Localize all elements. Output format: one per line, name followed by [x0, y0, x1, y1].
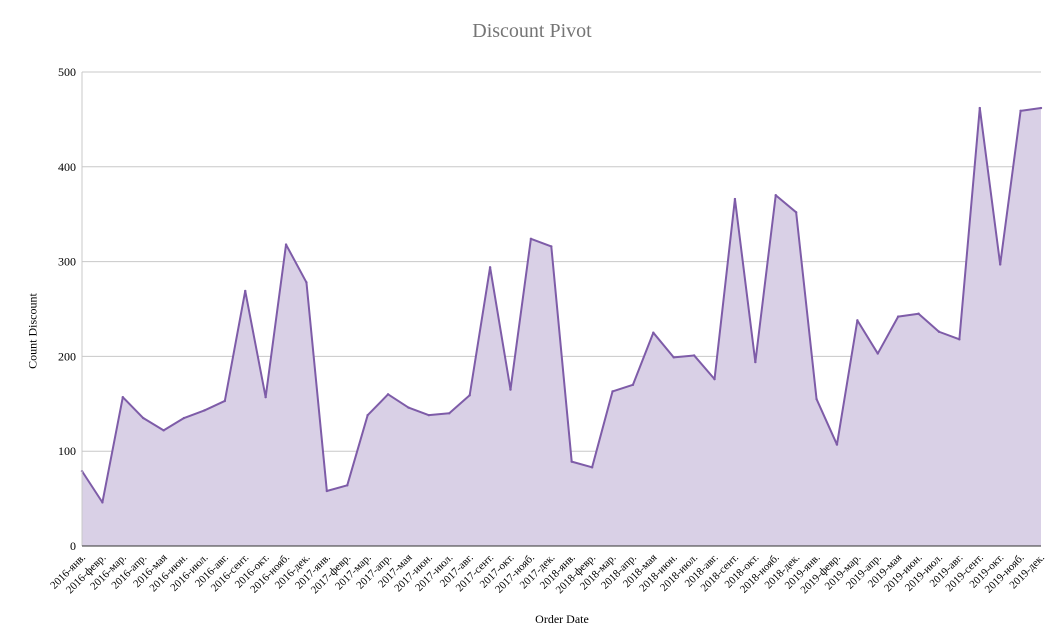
data-point	[733, 197, 737, 201]
data-point	[937, 330, 941, 333]
y-tick-label: 200	[58, 349, 76, 363]
data-point	[529, 237, 533, 241]
data-point	[631, 383, 635, 387]
data-point	[142, 416, 145, 420]
data-point	[488, 266, 492, 269]
data-point	[244, 289, 247, 293]
data-point	[427, 413, 431, 417]
data-point	[652, 331, 655, 334]
data-point	[305, 281, 308, 284]
data-point	[182, 416, 186, 420]
data-point	[570, 460, 573, 463]
data-point	[203, 409, 206, 412]
data-point	[815, 397, 818, 401]
data-point	[590, 466, 594, 469]
data-point	[550, 245, 553, 248]
y-tick-label: 0	[70, 539, 76, 553]
data-point	[998, 263, 1002, 266]
data-point	[448, 412, 451, 415]
data-point	[509, 388, 512, 391]
data-point	[346, 484, 349, 487]
data-point	[835, 443, 839, 446]
data-point	[692, 354, 696, 357]
data-point	[468, 394, 471, 397]
data-point	[366, 413, 369, 417]
data-point	[876, 352, 879, 355]
y-tick-label: 300	[58, 255, 76, 269]
data-point	[325, 489, 329, 493]
data-point	[162, 429, 165, 432]
chart-title: Discount Pivot	[472, 20, 592, 42]
data-point	[978, 106, 981, 110]
data-point	[1039, 106, 1043, 110]
data-point	[794, 211, 798, 214]
data-point	[754, 360, 757, 364]
data-point	[121, 395, 125, 399]
data-point	[101, 501, 104, 504]
data-point	[713, 377, 716, 381]
data-point	[407, 406, 410, 409]
data-point	[774, 194, 777, 197]
data-point	[917, 312, 920, 315]
data-point	[611, 390, 614, 393]
data-point	[284, 243, 288, 246]
y-tick-label: 100	[58, 444, 76, 458]
x-axis-label: Order Date	[535, 612, 589, 626]
data-point	[958, 338, 961, 341]
data-point	[896, 315, 900, 318]
data-point	[386, 393, 390, 396]
data-point	[1019, 109, 1022, 113]
y-tick-label: 500	[58, 65, 76, 79]
data-point	[223, 399, 227, 403]
data-point	[264, 395, 267, 399]
series-area	[82, 108, 1041, 547]
y-tick-label: 400	[58, 160, 76, 174]
data-point	[672, 356, 675, 359]
series-line	[81, 107, 1042, 504]
data-point	[856, 319, 859, 322]
